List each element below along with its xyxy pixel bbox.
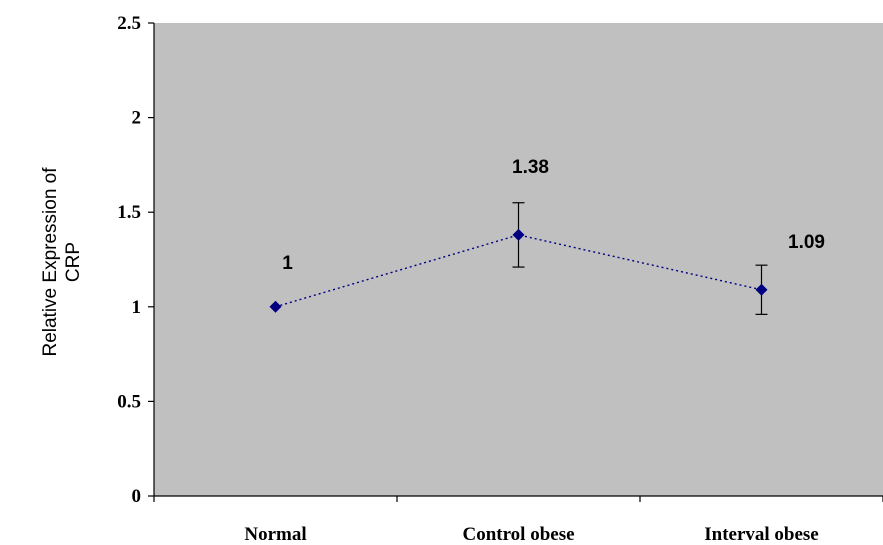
data-point	[269, 300, 282, 313]
x-category-label: Normal	[244, 524, 306, 545]
series: 1 1.38 1.09	[269, 157, 825, 315]
x-axis: Normal Control obese Interval obese	[153, 495, 883, 545]
data-label: 1	[282, 253, 293, 274]
y-axis-title-line: Relative Expression of	[40, 167, 61, 357]
y-axis: 0 0.5 1 1.5 2 2.5	[117, 13, 155, 507]
y-tick-label: 2	[132, 108, 142, 129]
y-tick-label: 0.5	[117, 391, 141, 412]
y-tick-label: 0	[132, 486, 142, 507]
y-tick-label: 1.5	[117, 202, 141, 223]
data-point	[512, 228, 525, 241]
x-category-label: Control obese	[462, 524, 574, 545]
y-axis-label: Relative Expression of CRP	[40, 167, 84, 357]
data-label: 1.09	[788, 232, 825, 253]
y-tick-label: 1	[132, 297, 142, 318]
y-axis-title-line: CRP	[63, 242, 84, 282]
data-label: 1.38	[512, 157, 549, 178]
y-axis-title: Relative Expression of CRP	[40, 167, 84, 357]
x-category-label: Interval obese	[704, 524, 819, 545]
y-tick-label: 2.5	[117, 13, 141, 34]
data-point	[755, 283, 768, 296]
